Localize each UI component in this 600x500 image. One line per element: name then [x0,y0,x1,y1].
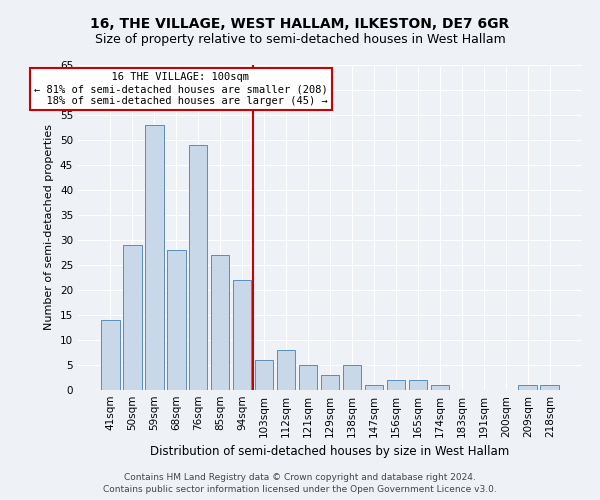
Bar [101,320,119,390]
Bar [255,360,274,390]
Bar [233,280,251,390]
Bar [277,350,295,390]
Text: 16, THE VILLAGE, WEST HALLAM, ILKESTON, DE7 6GR: 16, THE VILLAGE, WEST HALLAM, ILKESTON, … [91,18,509,32]
Y-axis label: Number of semi-detached properties: Number of semi-detached properties [44,124,55,330]
Text: Contains HM Land Registry data © Crown copyright and database right 2024.
Contai: Contains HM Land Registry data © Crown c… [103,472,497,494]
Bar [409,380,427,390]
Bar [299,365,317,390]
Bar [211,255,229,390]
Text: Size of property relative to semi-detached houses in West Hallam: Size of property relative to semi-detach… [95,32,505,46]
Bar [145,125,164,390]
Bar [541,385,559,390]
Bar [365,385,383,390]
Text: 16 THE VILLAGE: 100sqm  
← 81% of semi-detached houses are smaller (208)
  18% o: 16 THE VILLAGE: 100sqm ← 81% of semi-det… [34,72,328,106]
Bar [123,245,142,390]
Bar [189,145,208,390]
Bar [386,380,405,390]
Bar [431,385,449,390]
X-axis label: Distribution of semi-detached houses by size in West Hallam: Distribution of semi-detached houses by … [151,446,509,458]
Bar [518,385,537,390]
Bar [343,365,361,390]
Bar [167,250,185,390]
Bar [320,375,340,390]
